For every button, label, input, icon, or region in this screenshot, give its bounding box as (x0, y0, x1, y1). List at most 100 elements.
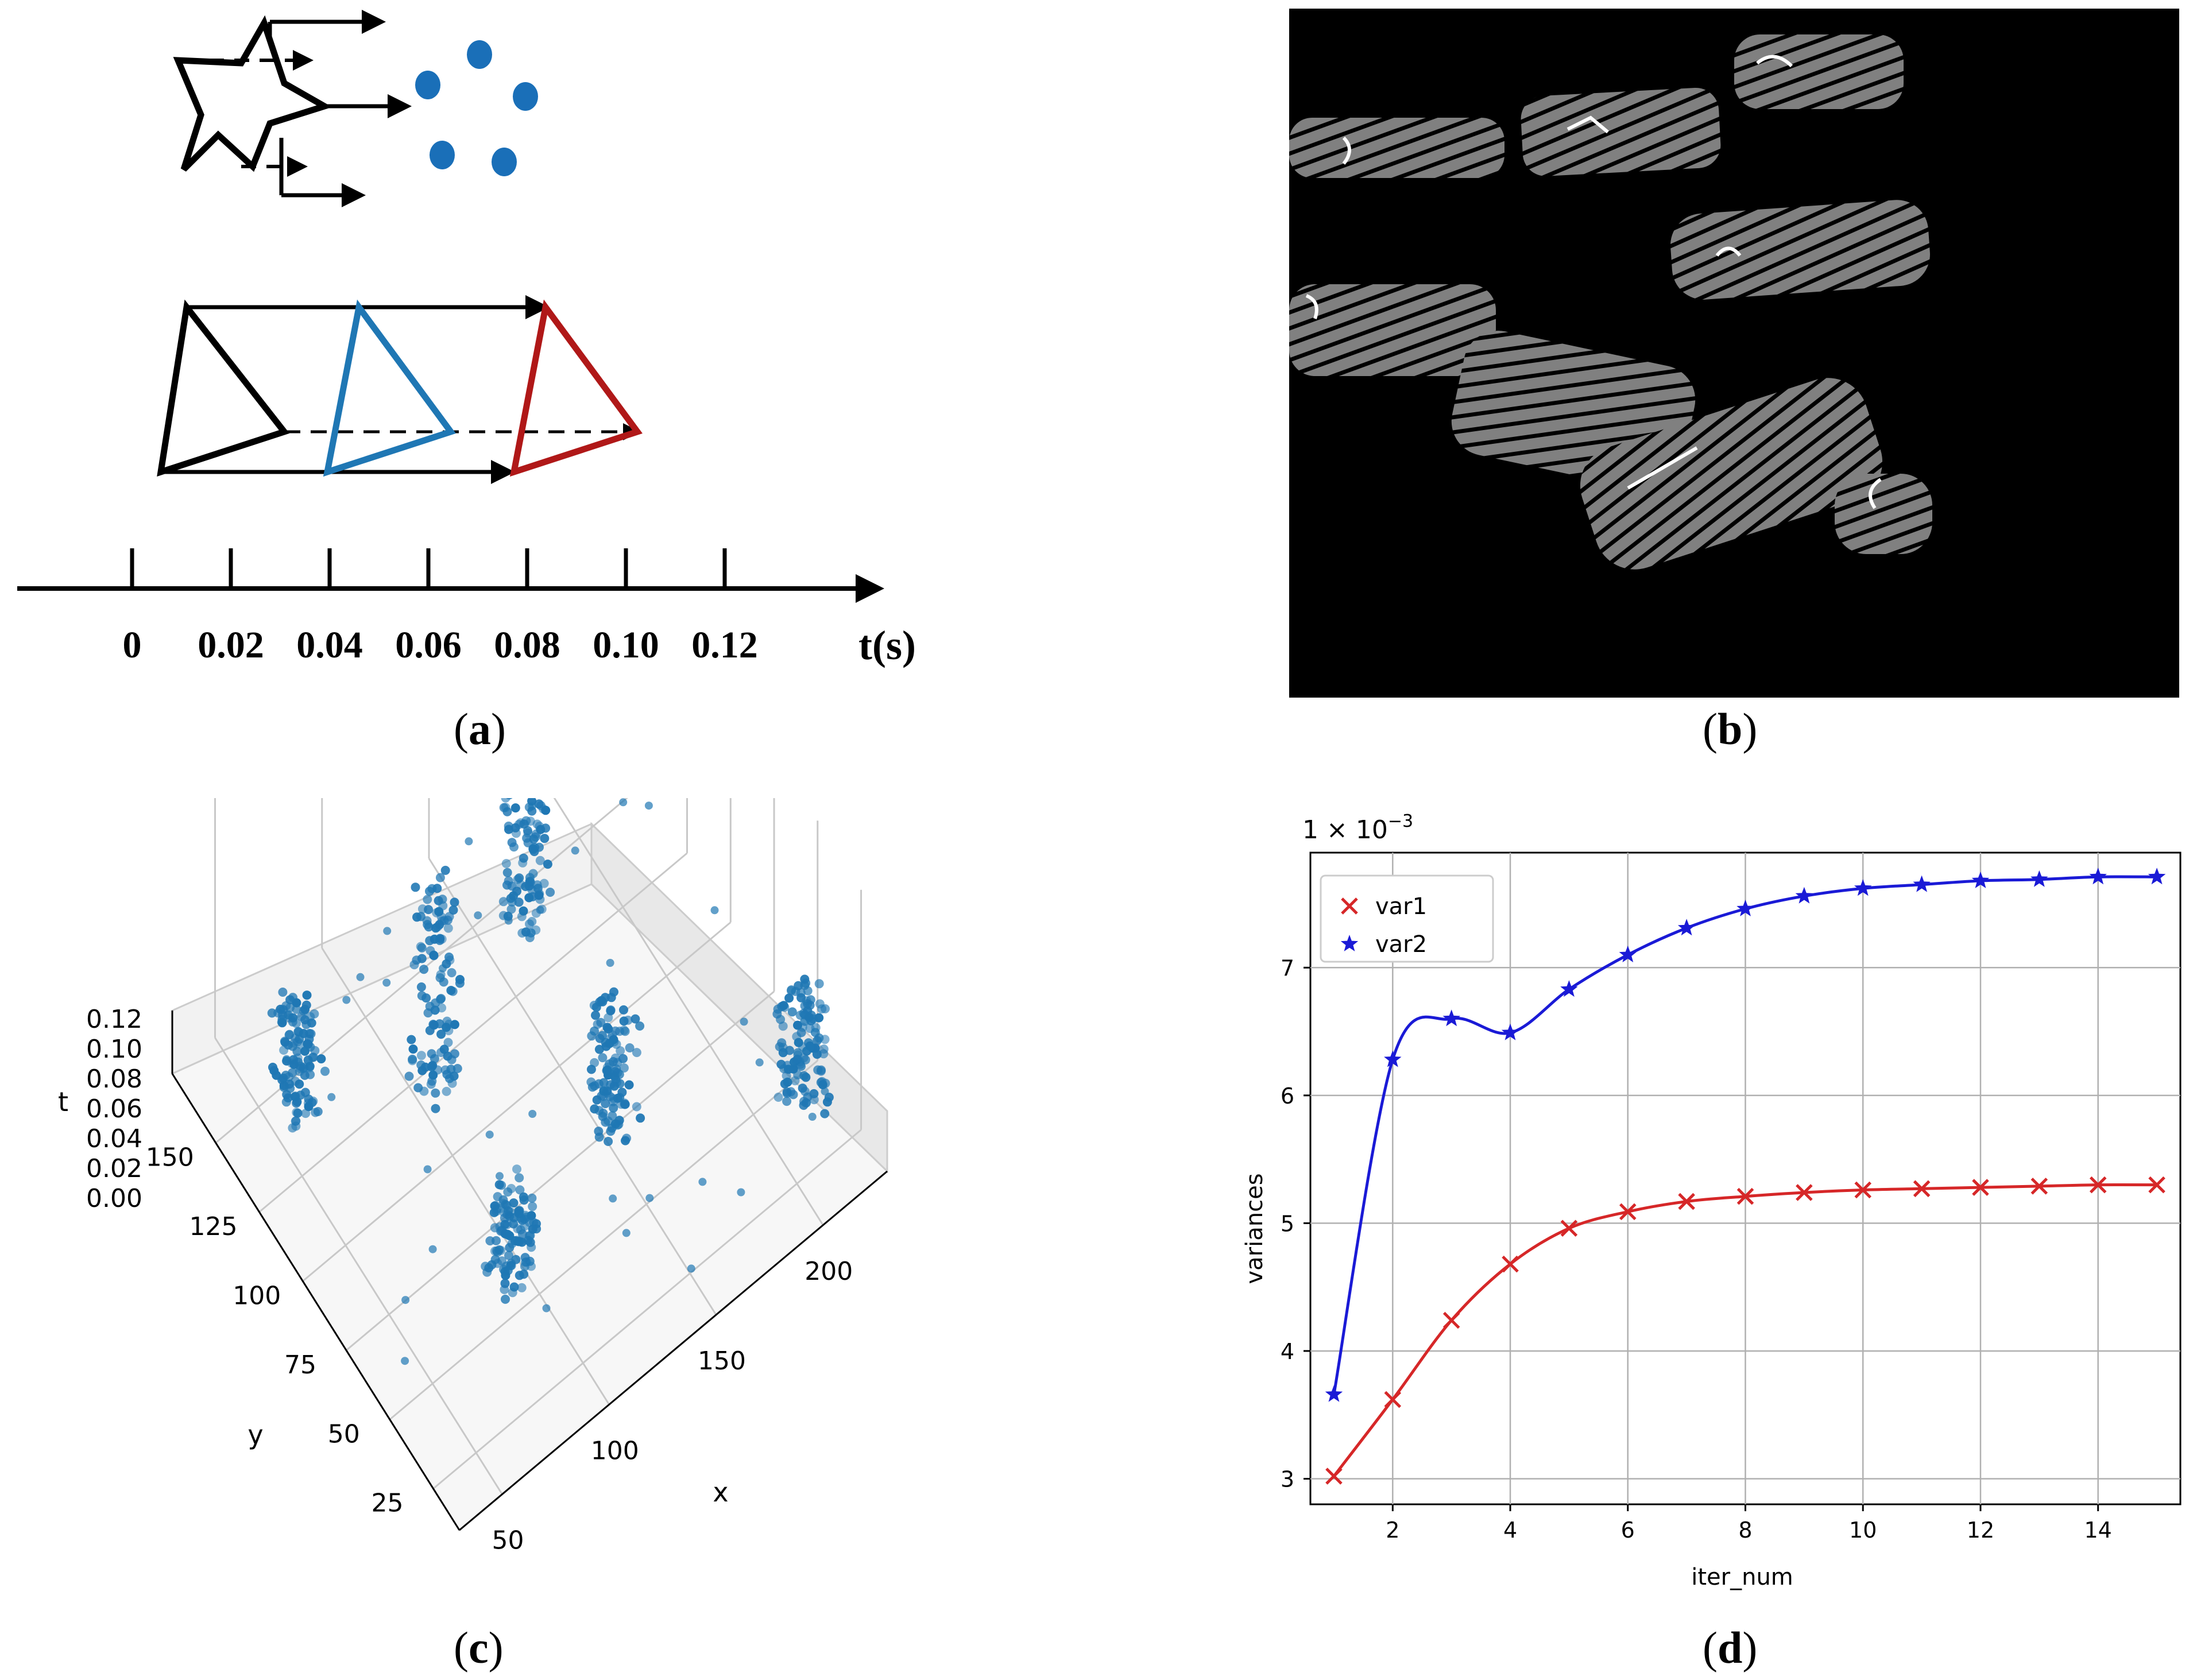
scatter-point (512, 1164, 521, 1174)
scatter-point (517, 1216, 527, 1225)
scatter-point (509, 1198, 519, 1208)
scatter-point (737, 1188, 745, 1197)
scatter-point (436, 1029, 446, 1039)
scatter-point (423, 1165, 432, 1174)
scatter-point (598, 1053, 608, 1063)
scatter-point (490, 1223, 500, 1233)
scatter-point (618, 1054, 628, 1063)
data-point-var2 (1971, 872, 1990, 888)
scatter-point (635, 1021, 645, 1031)
z-tick-label: 0.06 (86, 1094, 142, 1124)
scatter-point (505, 1231, 515, 1241)
grid-line (302, 922, 732, 1282)
scatter-point (787, 1007, 797, 1017)
timeline-tick-label: 0.10 (593, 624, 659, 666)
series-line-var2 (1332, 875, 2157, 1395)
axis-ticks: 2 4 6 8 10 12 14 3 4 5 6 7 (1281, 955, 2112, 1543)
x-tick-label: 150 (698, 1346, 746, 1376)
scatter-point (591, 1011, 600, 1020)
scatter-point (619, 1063, 629, 1073)
scatter-point (424, 905, 434, 915)
scatter-point (597, 996, 606, 1005)
scatter-point (782, 1097, 792, 1106)
x-tick-label: 2 (1386, 1518, 1399, 1543)
scatter-point (540, 834, 550, 843)
y-tick-label: 75 (284, 1350, 316, 1380)
scatter-point (609, 1103, 618, 1113)
timeline-tick-label: 0 (123, 624, 142, 666)
scatter-point (285, 1002, 295, 1012)
scatter-point (293, 1057, 303, 1067)
scatter-point (528, 869, 538, 878)
data-point-var2 (1325, 1385, 1343, 1402)
scatter-point (508, 1288, 517, 1298)
scatter-point (528, 1202, 537, 1211)
data-point-var1 (2089, 1176, 2107, 1194)
scatter-point (821, 1078, 830, 1088)
x-tick-label: 50 (492, 1526, 524, 1555)
timeline-arrowhead (856, 574, 884, 603)
x-tick-label: 100 (591, 1436, 639, 1465)
scatter-point (527, 1242, 536, 1252)
data-point-var1 (2030, 1178, 2048, 1195)
caption-b: (b) (1703, 704, 1758, 754)
grid-line (535, 768, 824, 1226)
scatter-point (416, 1060, 426, 1070)
scatter-point (687, 1264, 695, 1273)
scatter-point (404, 1071, 414, 1081)
scatter-point (502, 1201, 512, 1210)
line-chart: 2 4 6 8 10 12 14 3 4 5 6 7 1 × 10−3 iter_num varian… (1241, 811, 2182, 1590)
scatter-point (527, 1261, 536, 1271)
scatter-point (430, 1005, 440, 1015)
data-point-var1 (1619, 1203, 1637, 1221)
scatter-point (527, 1193, 537, 1203)
scatter-point (445, 955, 455, 965)
panel-b (1289, 9, 2179, 698)
scatter-point (625, 1043, 635, 1052)
scatter-point (698, 1178, 707, 1186)
scatter-point (604, 1137, 613, 1146)
y-axis-label: y (247, 1419, 263, 1450)
scatter-3d-chart: 501001502002550751001251500.120.100.080.… (58, 528, 889, 1555)
scatter-point (421, 993, 431, 1003)
scatter-point (295, 1039, 305, 1049)
event-dot (492, 148, 517, 176)
scatter-point (327, 1093, 336, 1101)
x-tick-label: 10 (1849, 1518, 1877, 1543)
scatter-point (624, 1080, 634, 1090)
grid-line (432, 1129, 862, 1489)
scatter-point (645, 1194, 654, 1202)
series-var1 (1325, 1176, 2165, 1485)
scatter-point (484, 1263, 494, 1273)
event-blob (1670, 200, 1930, 300)
z-tick-label: 0.02 (86, 1154, 142, 1183)
panel-a-diagram: 0 0.02 0.04 0.06 0.08 0.10 0.12 t(s) (17, 10, 916, 668)
scatter-point (793, 1020, 802, 1030)
scatter-point (440, 865, 450, 875)
scatter-point (813, 1065, 823, 1075)
scatter-point (546, 888, 555, 897)
scatter-point (710, 906, 719, 915)
scatter-point (300, 1046, 310, 1056)
scatter-point (497, 1256, 507, 1266)
scatter-point (782, 1071, 791, 1081)
scatter-point (808, 1113, 817, 1121)
y-axis-label: variances (1241, 1173, 1268, 1284)
scatter-point (501, 793, 510, 803)
scatter-point (447, 968, 457, 978)
scatter-point (800, 981, 810, 990)
scatter-point (602, 1065, 612, 1075)
y-tick-label: 7 (1281, 955, 1294, 981)
scatter-point (536, 905, 544, 914)
scatter-point (800, 1001, 810, 1011)
scatter-point (515, 1237, 524, 1247)
scatter-point (438, 895, 447, 904)
scatter-point (292, 1047, 302, 1056)
scatter-point (497, 1180, 506, 1190)
data-point-var2 (2030, 870, 2048, 887)
scatter-point (423, 895, 432, 904)
scatter-point (305, 1012, 315, 1021)
scatter-point (433, 1065, 442, 1075)
data-point-var1 (1796, 1184, 1813, 1201)
scatter-point (309, 1052, 318, 1062)
